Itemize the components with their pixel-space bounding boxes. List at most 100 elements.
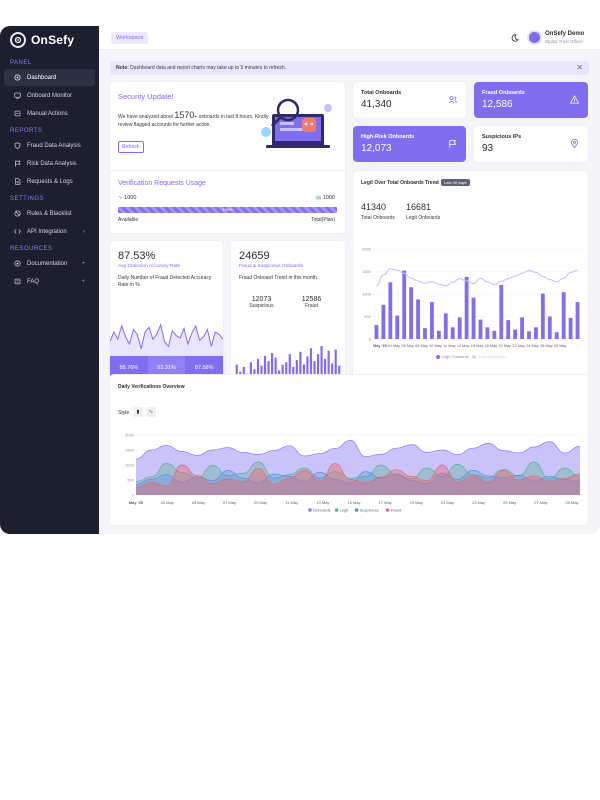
daily-legend-label[interactable]: Suspicious: [360, 508, 379, 513]
fraud-bar[interactable]: [320, 346, 323, 382]
legit-bar[interactable]: [478, 319, 483, 339]
legit-bar[interactable]: [492, 330, 497, 339]
fraud-bar[interactable]: [331, 363, 334, 382]
legend-total[interactable]: Total Onboards: [472, 354, 505, 359]
fraud-bar[interactable]: [281, 364, 284, 382]
legend-legit[interactable]: Legit Onboards: [435, 354, 469, 359]
sidebar-item-api-integration[interactable]: API Integration ›: [4, 223, 95, 240]
legit-bar[interactable]: [402, 270, 407, 339]
fraud-bar[interactable]: [292, 366, 295, 382]
sidebar-item-rules-blacklist[interactable]: Rules & Blacklist: [4, 205, 95, 222]
daily-legend-label[interactable]: Onboards: [313, 508, 331, 513]
fraud-bar[interactable]: [256, 358, 260, 382]
fraud-bar[interactable]: [274, 357, 277, 382]
line-chart-toggle-icon[interactable]: ∿: [146, 407, 156, 417]
sidebar-item-requests-logs[interactable]: Requests & Logs: [4, 173, 95, 190]
fraud-bar[interactable]: [327, 350, 330, 382]
workspace-button[interactable]: Workspace: [111, 32, 149, 44]
bar-chart-toggle-icon[interactable]: ▮: [133, 407, 143, 417]
sidebar-item-dashboard[interactable]: Dashboard: [4, 69, 95, 86]
sidebar-item-manual-actions[interactable]: Manual Actions: [4, 105, 95, 122]
fraud-bar[interactable]: [295, 359, 298, 382]
legit-trend-badge[interactable]: Last 30 days: [441, 179, 470, 186]
legit-bar[interactable]: [381, 304, 386, 339]
legit-legend: Legit Onboards Total Onboards: [353, 354, 588, 359]
legit-bar[interactable]: [540, 293, 545, 339]
accuracy-card: 87.53% Avg Detection Accuracy Rate Daily…: [110, 241, 223, 391]
sidebar-item-fraud-data-analysis[interactable]: Fraud Data Analysis: [4, 137, 95, 154]
daily-legend-label[interactable]: Legit: [340, 508, 350, 513]
legit-bar[interactable]: [506, 320, 511, 339]
legit-bar[interactable]: [554, 332, 559, 339]
daily-line-suspicious: [135, 470, 581, 485]
legit-bar[interactable]: [513, 329, 518, 339]
legit-x-tick: 04 May: [388, 344, 401, 348]
fraud-bar[interactable]: [309, 348, 313, 382]
fraud-bar[interactable]: [285, 362, 288, 382]
daily-legend-label[interactable]: Fraud: [391, 508, 401, 513]
sidebar-item-onboard-monitor[interactable]: Onboard Monitor: [4, 87, 95, 104]
fraud-bar[interactable]: [260, 365, 263, 382]
fraud-bar[interactable]: [299, 351, 302, 382]
legit-bar[interactable]: [471, 297, 476, 339]
fraud-value: 12586: [301, 296, 322, 303]
fraud-bar[interactable]: [334, 349, 337, 382]
fraud-bar[interactable]: [316, 354, 320, 382]
fraud-bar[interactable]: [302, 364, 305, 382]
brand-logo[interactable]: OnSefy: [0, 26, 99, 54]
legit-bar[interactable]: [499, 285, 504, 339]
fraud-onboards-card[interactable]: Fraud Onboards 12,586: [474, 82, 588, 118]
fraud-stat: 12586 Fraud: [289, 296, 334, 310]
sidebar-item-faq[interactable]: FAQ +: [4, 273, 95, 290]
legit-bar[interactable]: [561, 292, 566, 339]
legit-bar[interactable]: [450, 327, 455, 339]
suspicious-ips-value: 93: [482, 143, 494, 154]
fraud-bar[interactable]: [306, 356, 309, 382]
fraud-bar[interactable]: [249, 362, 252, 382]
plus-icon[interactable]: +: [81, 278, 85, 285]
legit-bar[interactable]: [409, 287, 414, 339]
high-risk-onboards-card[interactable]: High-Risk Onboards 12,073: [353, 126, 466, 162]
moon-icon[interactable]: [511, 34, 519, 42]
legit-bar[interactable]: [457, 317, 462, 339]
legit-bar[interactable]: [547, 316, 552, 340]
fraud-bar[interactable]: [235, 364, 238, 382]
legit-bar[interactable]: [443, 313, 448, 339]
legit-bar[interactable]: [464, 276, 469, 339]
avatar[interactable]: [527, 30, 542, 45]
legit-bar[interactable]: [388, 282, 393, 339]
legit-bar[interactable]: [374, 325, 379, 339]
fraud-bar[interactable]: [242, 366, 245, 382]
legit-bar[interactable]: [575, 302, 580, 339]
legit-bar[interactable]: [436, 330, 441, 339]
total-onboards-card[interactable]: Total Onboards 41,340: [353, 82, 466, 118]
legit-bar[interactable]: [485, 327, 490, 339]
fraud-bar[interactable]: [288, 354, 291, 382]
fraud-bar[interactable]: [271, 352, 274, 382]
legit-bar[interactable]: [527, 331, 531, 339]
fraud-bar[interactable]: [263, 355, 267, 382]
legit-bar[interactable]: [423, 328, 427, 339]
high-risk-onboards-value: 12,073: [361, 143, 392, 154]
plus-icon[interactable]: +: [81, 260, 85, 267]
legit-bar[interactable]: [416, 299, 420, 339]
chevron-right-icon[interactable]: ›: [83, 228, 85, 235]
daily-legend-dot: [385, 508, 390, 512]
user-name[interactable]: OnSefy Demo: [545, 31, 585, 37]
accuracy-line: [110, 323, 223, 349]
fraud-bar[interactable]: [313, 361, 316, 382]
sidebar-item-risk-data-analysis[interactable]: Risk Data Analysis: [4, 155, 95, 172]
legit-bar[interactable]: [520, 317, 524, 339]
fraud-bar[interactable]: [267, 361, 270, 382]
legend-total-label: Total Onboards: [478, 354, 506, 359]
legit-bar[interactable]: [430, 302, 434, 339]
suspicious-ips-card[interactable]: Suspicious IPs 93: [474, 126, 588, 162]
fraud-bar[interactable]: [324, 358, 327, 382]
legit-bar[interactable]: [395, 315, 400, 339]
legit-bar[interactable]: [534, 327, 538, 339]
refresh-button[interactable]: Refresh: [118, 141, 144, 153]
fraud-bar[interactable]: [338, 365, 341, 382]
close-icon[interactable]: ✕: [576, 63, 583, 72]
sidebar-item-documentation[interactable]: Documentation +: [4, 255, 95, 272]
legit-bar[interactable]: [568, 317, 573, 339]
